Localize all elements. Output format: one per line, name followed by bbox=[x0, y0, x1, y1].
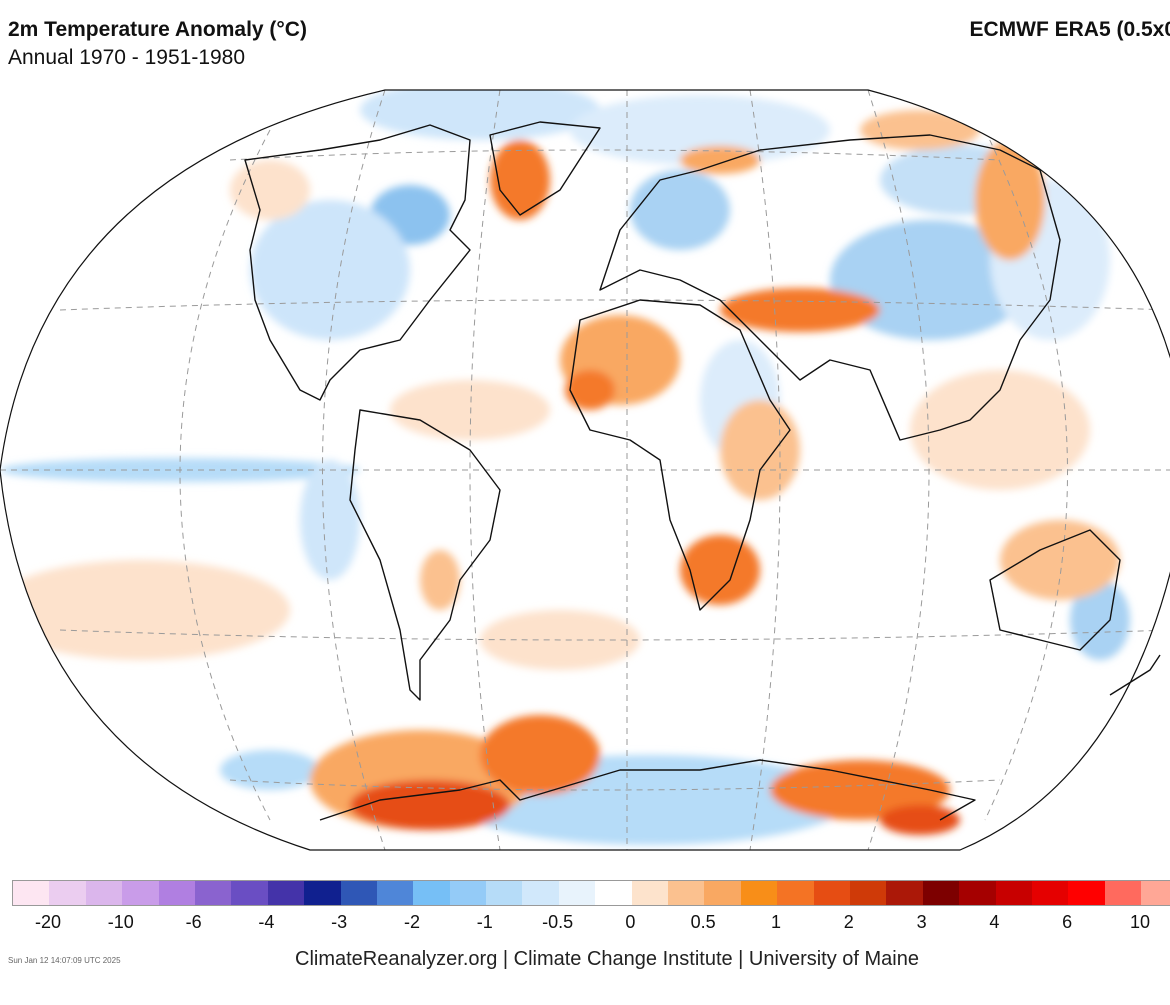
color-scale-tick-label: 6 bbox=[1062, 912, 1073, 932]
color-swatch bbox=[995, 881, 1032, 905]
color-swatch bbox=[631, 881, 669, 905]
color-swatch bbox=[13, 881, 50, 905]
color-swatch bbox=[849, 881, 887, 905]
color-scale-tick-label: -1 bbox=[476, 912, 493, 932]
color-swatch bbox=[340, 881, 377, 905]
south-america-outline bbox=[349, 409, 501, 701]
color-scale-tick-label: -2 bbox=[403, 912, 421, 932]
color-scale-tick-label: 1 bbox=[770, 912, 782, 932]
color-swatch bbox=[486, 881, 523, 905]
color-scale-tick-label: -20 bbox=[34, 912, 62, 932]
color-swatch bbox=[49, 881, 86, 905]
color-swatch bbox=[813, 881, 850, 905]
color-swatch bbox=[449, 881, 487, 905]
color-swatch bbox=[668, 881, 705, 905]
color-swatch bbox=[376, 881, 414, 905]
timestamp-label: Sun Jan 12 14:07:09 UTC 2025 bbox=[8, 956, 121, 965]
greenland-outline bbox=[489, 121, 601, 216]
color-swatch bbox=[922, 881, 960, 905]
color-scale-tick-label: 0.5 bbox=[690, 912, 716, 932]
color-swatch bbox=[413, 881, 450, 905]
color-swatch bbox=[1141, 881, 1170, 905]
map-title: 2m Temperature Anomaly (°C) bbox=[8, 18, 307, 41]
north-america-outline bbox=[244, 124, 471, 401]
color-scale-tick-label: 0 bbox=[625, 912, 636, 932]
color-scale-ticks: -20 -10 -6 -4 -3 -2 -1 -0.5 0 0.5 1 2 3 4 6 10 bbox=[0, 912, 1170, 936]
color-swatch bbox=[959, 881, 996, 905]
coastlines bbox=[244, 121, 1161, 821]
map-subtitle: Annual 1970 - 1951-1980 bbox=[8, 46, 246, 69]
color-swatch bbox=[1104, 881, 1142, 905]
color-swatch bbox=[194, 881, 232, 905]
color-scale-tick-label: -6 bbox=[185, 912, 202, 932]
color-swatch bbox=[522, 881, 559, 905]
color-swatch bbox=[1068, 881, 1105, 905]
color-scale-tick-label: 3 bbox=[916, 912, 927, 932]
color-swatch bbox=[886, 881, 923, 905]
data-source-label: ECMWF ERA5 (0.5x0 bbox=[969, 18, 1170, 41]
color-scale-tick-label: -4 bbox=[258, 912, 275, 932]
color-scale-tick-label: 2 bbox=[843, 912, 854, 932]
color-swatch bbox=[704, 881, 741, 905]
africa-outline bbox=[569, 299, 791, 611]
color-swatch bbox=[740, 881, 778, 905]
color-swatch bbox=[595, 881, 632, 905]
eurasia-outline bbox=[599, 134, 1061, 441]
antarctica-outline bbox=[319, 759, 976, 821]
new-zealand-outline bbox=[1109, 654, 1161, 696]
credit-line: ClimateReanalyzer.org | Climate Change I… bbox=[295, 948, 919, 970]
globe-border bbox=[0, 89, 1170, 851]
australia-outline bbox=[989, 529, 1121, 651]
color-scale-bar bbox=[12, 880, 1170, 906]
color-scale-tick-label: -0.5 bbox=[542, 912, 574, 932]
world-anomaly-map bbox=[0, 89, 1170, 851]
color-swatch bbox=[267, 881, 305, 905]
color-swatch bbox=[158, 881, 195, 905]
color-scale-tick-label: -10 bbox=[107, 912, 134, 932]
color-swatch bbox=[558, 881, 596, 905]
color-scale-tick-label: 4 bbox=[989, 912, 1000, 932]
color-swatch bbox=[777, 881, 814, 905]
color-swatch bbox=[122, 881, 159, 905]
color-swatch bbox=[1031, 881, 1069, 905]
graticule bbox=[0, 90, 1170, 850]
color-scale-tick-label: 10 bbox=[1129, 912, 1151, 932]
color-swatch bbox=[304, 881, 341, 905]
color-scale-tick-label: -3 bbox=[331, 912, 348, 932]
color-swatch bbox=[231, 881, 268, 905]
color-swatch bbox=[85, 881, 123, 905]
